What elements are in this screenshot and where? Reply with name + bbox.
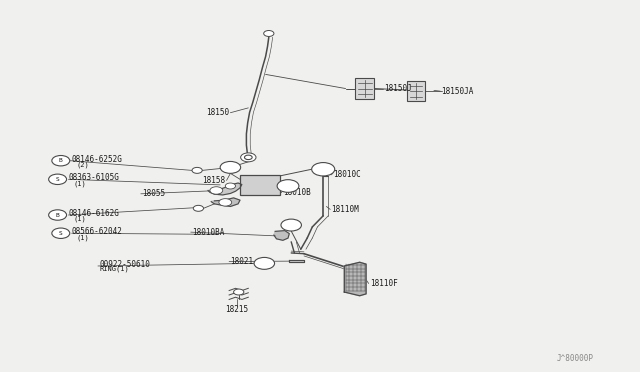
Circle shape: [254, 257, 275, 269]
Text: 18150JA: 18150JA: [442, 87, 474, 96]
Circle shape: [241, 153, 256, 162]
Circle shape: [225, 164, 236, 170]
Circle shape: [277, 180, 299, 192]
Text: 18021: 18021: [230, 257, 253, 266]
Circle shape: [49, 210, 67, 220]
Circle shape: [49, 174, 67, 185]
Circle shape: [264, 31, 274, 36]
Text: 18055: 18055: [142, 189, 165, 198]
Text: 18010B: 18010B: [283, 188, 310, 197]
Text: (1): (1): [77, 234, 90, 241]
Text: 00922-50610: 00922-50610: [99, 260, 150, 269]
Text: 08146-6162G: 08146-6162G: [68, 209, 119, 218]
Text: 18150: 18150: [206, 108, 229, 117]
Circle shape: [234, 289, 244, 295]
Circle shape: [210, 187, 223, 194]
Polygon shape: [344, 262, 366, 296]
Text: 18010BA: 18010BA: [192, 228, 225, 237]
FancyBboxPatch shape: [355, 78, 374, 99]
Text: S: S: [56, 177, 60, 182]
Text: RING(1): RING(1): [99, 266, 129, 272]
Circle shape: [193, 205, 204, 211]
Text: 18215: 18215: [225, 305, 248, 314]
Circle shape: [220, 161, 241, 173]
Text: 18110M: 18110M: [332, 205, 359, 214]
Circle shape: [52, 228, 70, 238]
Text: (2): (2): [77, 161, 90, 168]
Polygon shape: [289, 260, 304, 262]
Text: 18150J: 18150J: [384, 84, 412, 93]
Circle shape: [244, 155, 252, 160]
Text: B: B: [59, 158, 63, 163]
Circle shape: [225, 183, 236, 189]
Text: S: S: [59, 231, 63, 236]
Text: 18110F: 18110F: [370, 279, 397, 288]
Circle shape: [287, 222, 296, 228]
Text: J^80000P: J^80000P: [557, 354, 594, 363]
Circle shape: [219, 199, 232, 206]
Text: 18010C: 18010C: [333, 170, 360, 179]
Circle shape: [281, 219, 301, 231]
Text: 08566-62042: 08566-62042: [72, 227, 122, 236]
Text: 18158: 18158: [202, 176, 225, 185]
FancyBboxPatch shape: [240, 175, 280, 195]
Polygon shape: [211, 198, 240, 206]
Circle shape: [312, 163, 335, 176]
Text: 08363-6105G: 08363-6105G: [68, 173, 119, 182]
Circle shape: [260, 261, 269, 266]
Text: B: B: [56, 212, 60, 218]
Circle shape: [283, 183, 293, 189]
Text: 08146-6252G: 08146-6252G: [72, 155, 122, 164]
Polygon shape: [274, 231, 289, 240]
Text: (1): (1): [74, 180, 86, 187]
Circle shape: [192, 167, 202, 173]
FancyBboxPatch shape: [407, 81, 425, 101]
Circle shape: [52, 155, 70, 166]
Circle shape: [318, 166, 328, 172]
Text: (1): (1): [74, 216, 86, 222]
Polygon shape: [208, 183, 242, 195]
